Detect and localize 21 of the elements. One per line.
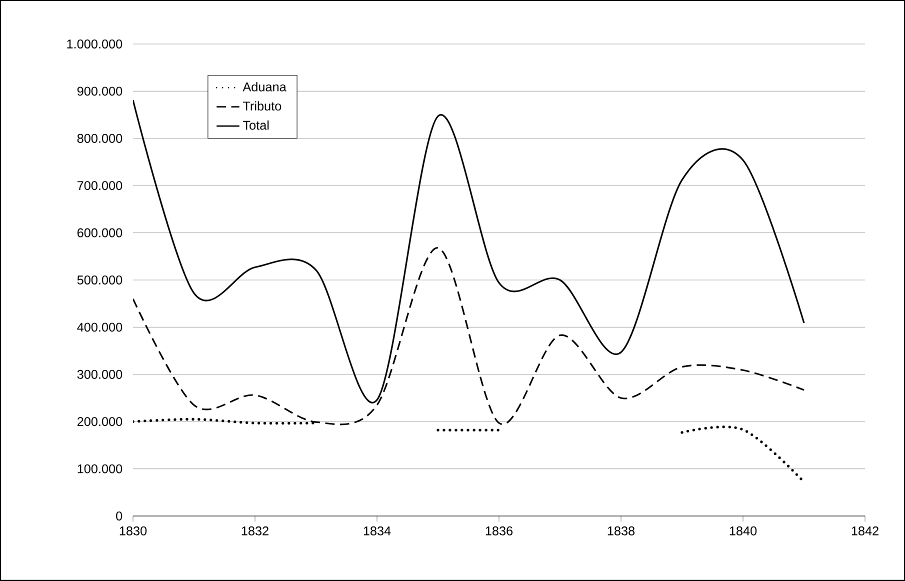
x-tick-label: 1830 <box>120 526 147 536</box>
y-tick-label: 300.000 <box>77 370 122 379</box>
legend-label: Total <box>242 120 269 130</box>
x-tick-label: 1842 <box>852 526 878 536</box>
legend-label: Aduana <box>242 82 286 92</box>
y-tick-label: 900.000 <box>77 86 122 96</box>
y-tick-label: 200.000 <box>77 417 122 426</box>
y-tick-label: 400.000 <box>77 322 122 332</box>
y-tick-label: 500.000 <box>77 276 122 284</box>
y-tick-label: 0 <box>116 512 122 520</box>
x-tick-label: 1838 <box>608 526 635 536</box>
y-tick-label: 700.000 <box>77 181 122 190</box>
x-tick-label: 1832 <box>242 526 268 536</box>
y-tick-label: 600.000 <box>77 228 122 238</box>
x-tick-label: 1836 <box>486 526 513 536</box>
y-tick-label: 1.000.000 <box>67 40 122 48</box>
y-tick-label: 800.000 <box>77 134 122 143</box>
y-tick-label: 100.000 <box>78 464 122 474</box>
x-tick-label: 1834 <box>364 526 391 536</box>
legend-label: Tributo <box>242 101 282 111</box>
x-tick-label: 1840 <box>730 526 757 536</box>
